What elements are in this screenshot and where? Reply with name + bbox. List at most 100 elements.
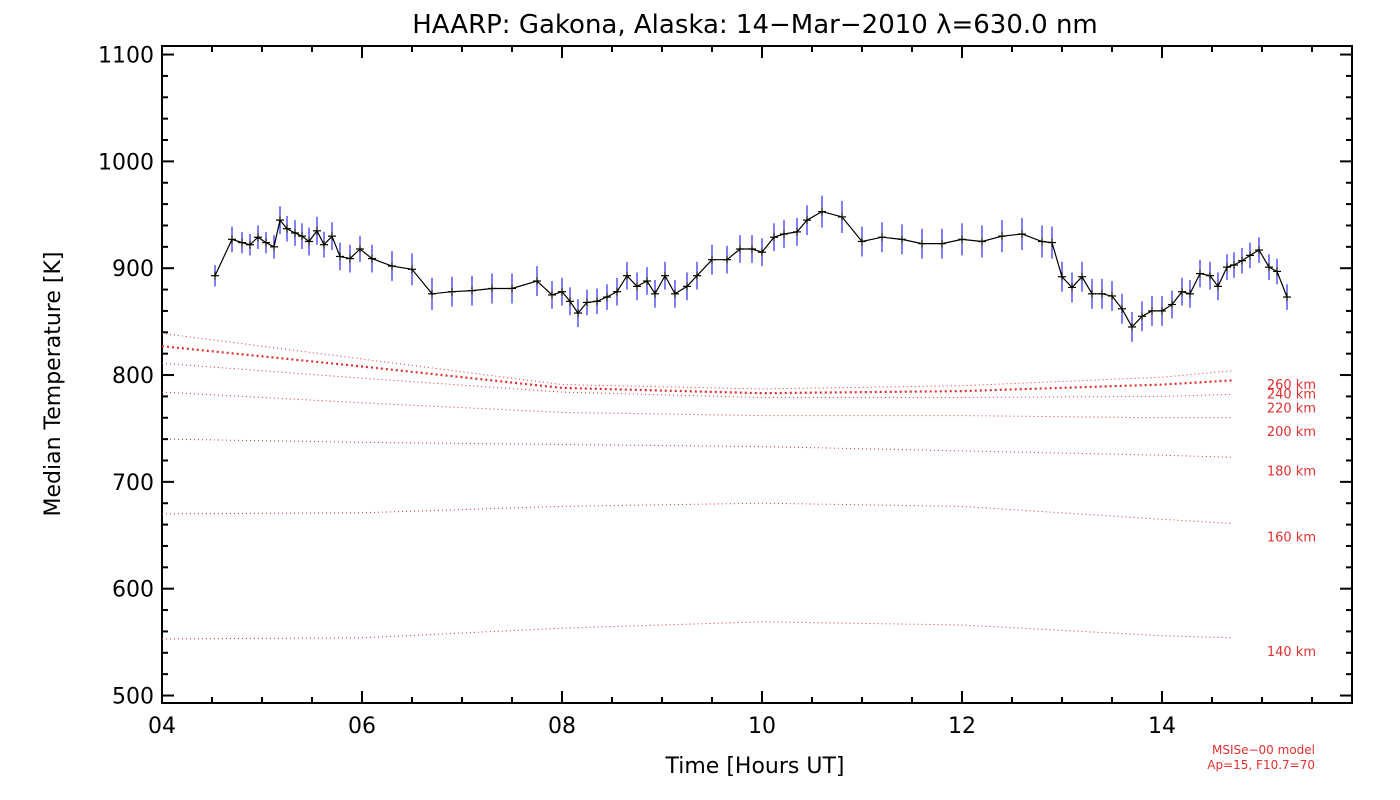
tick-labels: 04 06 08 10 12 14 500 600 700 800 900 1000 1100: [98, 44, 1176, 739]
data-point: [708, 255, 716, 264]
data-point: [1108, 291, 1116, 300]
data-point: [643, 277, 651, 286]
altitude-label-160-km: 160 km: [1267, 531, 1316, 546]
y-tick-label: 1100: [98, 44, 154, 69]
data-point: [1058, 272, 1066, 281]
data-point: [238, 238, 246, 247]
data-point: [671, 289, 679, 298]
data-point: [793, 227, 801, 236]
x-axis-label: Time [Hours UT]: [665, 754, 845, 779]
error-bars: [214, 195, 1288, 342]
data-point: [1088, 289, 1096, 298]
data-point: [346, 254, 354, 263]
data-point: [388, 262, 396, 271]
data-point: [683, 282, 691, 291]
x-tick-label: 08: [548, 714, 576, 739]
altitude-label-140-km: 140 km: [1267, 645, 1316, 660]
data-point: [313, 226, 321, 235]
plot-frame: [161, 45, 1353, 704]
x-tick-label: 12: [948, 714, 976, 739]
data-point: [1138, 312, 1146, 321]
data-point: [336, 252, 344, 261]
data-point: [246, 240, 254, 249]
data-point: [508, 284, 516, 293]
data-point: [1273, 267, 1281, 276]
data-point: [1265, 263, 1273, 272]
measured-line: [214, 210, 1288, 329]
altitude-label-240-km: 240 km: [1267, 387, 1316, 402]
measured-series: [211, 207, 1291, 331]
data-point: [613, 287, 621, 296]
data-point: [533, 277, 541, 286]
data-point: [270, 242, 278, 251]
data-point: [1186, 289, 1194, 298]
data-point: [623, 271, 631, 280]
data-point: [1223, 263, 1231, 272]
data-point: [693, 271, 701, 280]
y-tick-label: 800: [112, 364, 154, 389]
data-point: [958, 235, 966, 244]
data-point: [320, 240, 328, 249]
model-line-160-km: [161, 502, 1233, 524]
data-point: [1038, 237, 1046, 246]
data-point: [368, 254, 376, 263]
y-axis-label: Median Temperature [K]: [41, 252, 66, 517]
x-tick-label: 06: [348, 714, 376, 739]
data-point: [305, 237, 313, 246]
data-point: [1048, 238, 1056, 247]
altitude-label-200-km: 200 km: [1267, 425, 1316, 440]
data-point: [918, 239, 926, 248]
data-point: [1018, 230, 1026, 239]
data-point: [448, 287, 456, 296]
data-point: [566, 297, 574, 306]
x-tick-label: 14: [1148, 714, 1176, 739]
model-line-260-km: [161, 332, 1233, 390]
data-point: [1168, 300, 1176, 309]
data-point: [356, 244, 364, 253]
data-point: [898, 235, 906, 244]
data-point: [262, 238, 270, 247]
data-point: [1148, 306, 1156, 315]
x-tick-label: 10: [748, 714, 776, 739]
data-point: [803, 216, 811, 225]
data-point: [1128, 322, 1136, 331]
data-point: [1178, 287, 1186, 296]
data-point: [1118, 304, 1126, 313]
data-point: [574, 309, 582, 318]
chart-title: HAARP: Gakona, Alaska: 14−Mar−2010 λ=630…: [412, 10, 1098, 40]
data-point: [254, 233, 262, 242]
data-point: [603, 293, 611, 302]
data-point: [1246, 251, 1254, 260]
y-tick-label: 900: [112, 257, 154, 282]
data-point: [1206, 271, 1214, 280]
data-point: [488, 284, 496, 293]
data-point: [938, 239, 946, 248]
data-point: [1255, 246, 1263, 255]
model-line-240-km: [161, 345, 1233, 395]
data-point: [276, 216, 284, 225]
data-point: [651, 289, 659, 298]
data-point: [1238, 256, 1246, 265]
data-point: [428, 289, 436, 298]
data-point: [211, 271, 219, 280]
data-point: [1068, 283, 1076, 292]
data-point: [1196, 269, 1204, 278]
data-point: [723, 255, 731, 264]
data-point: [758, 248, 766, 257]
data-point: [978, 237, 986, 246]
model-line-200-km: [161, 391, 1232, 419]
altitude-label-260-km: 260 km: [1267, 378, 1316, 393]
model-line-140-km: [161, 621, 1233, 640]
data-point: [1158, 306, 1166, 315]
model-lines: [161, 332, 1233, 640]
data-point: [283, 224, 291, 233]
data-point: [298, 232, 306, 241]
data-point: [291, 228, 299, 237]
model-note-line-1: MSISe−00 model: [1212, 743, 1315, 757]
data-point: [328, 232, 336, 241]
data-point: [878, 233, 886, 242]
data-point: [548, 290, 556, 299]
data-point: [1078, 272, 1086, 281]
